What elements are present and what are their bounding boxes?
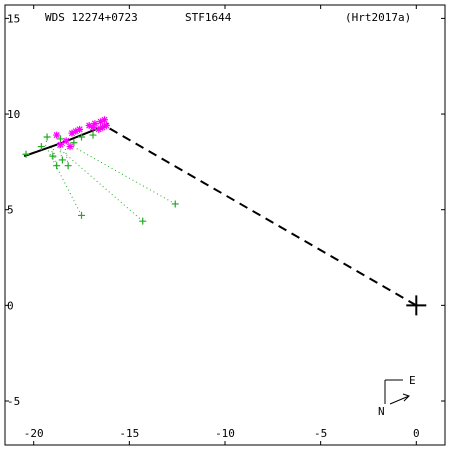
x-tick-label: -10: [215, 427, 235, 440]
measure-star: [91, 120, 99, 128]
measure-star: [56, 141, 64, 149]
measure-star: [76, 125, 84, 133]
y-tick-label: 5: [7, 204, 14, 217]
x-tick-label: -5: [314, 427, 327, 440]
observation-plus: [139, 217, 147, 225]
residual-line: [65, 142, 176, 205]
observation-plus: [70, 139, 78, 147]
primary-cross: [406, 295, 427, 316]
compass-north-label: N: [378, 405, 385, 418]
wds-label: WDS 12274+0723: [45, 11, 138, 24]
x-tick-label: -15: [119, 427, 139, 440]
measure-markers: [53, 116, 110, 151]
measure-star: [68, 129, 76, 137]
measure-star: [72, 127, 80, 135]
residual-line: [54, 144, 144, 222]
observation-plus: [37, 143, 45, 151]
measure-star: [97, 118, 105, 126]
compass: E N: [378, 374, 416, 418]
observation-markers: [22, 131, 179, 225]
measure-star: [62, 137, 70, 145]
axis-ticks: -20 -15 -10 -5 0 15 10 5 0 -5: [5, 5, 445, 445]
y-tick-label: 0: [7, 299, 14, 312]
observation-plus: [56, 135, 64, 143]
x-tick-label: -20: [24, 427, 44, 440]
residual-lines: [23, 132, 176, 222]
compass-motion-arrow: [389, 395, 410, 405]
measure-star: [95, 125, 103, 133]
y-tick-label: 10: [7, 108, 20, 121]
node-line: [103, 124, 417, 307]
measure-star: [89, 123, 97, 131]
disc-label: STF1644: [185, 11, 232, 24]
orbit-reference-label: (Hrt2017a): [345, 11, 411, 24]
measure-star: [85, 122, 93, 130]
node-line-path: [103, 124, 417, 307]
observation-plus: [49, 152, 57, 160]
compass-arrow-head: [402, 393, 410, 402]
x-tick-label: 0: [413, 427, 420, 440]
measure-star: [100, 116, 108, 124]
observation-plus: [78, 211, 86, 219]
primary-star-marker: [406, 295, 427, 316]
residual-line: [46, 148, 82, 216]
observation-plus: [22, 150, 30, 158]
residual-line: [52, 146, 58, 166]
y-tick-label: 15: [7, 12, 20, 25]
observation-plus: [53, 162, 61, 170]
observation-plus: [89, 131, 97, 139]
observation-plus: [43, 133, 51, 141]
measure-star: [102, 122, 110, 130]
observation-plus: [78, 133, 86, 141]
observation-plus: [64, 162, 72, 170]
measure-star: [66, 143, 74, 151]
y-tick-label: -5: [7, 395, 20, 408]
observation-plus: [58, 156, 66, 164]
measure-star: [99, 123, 107, 131]
residual-line: [50, 146, 54, 157]
plot-frame: [4, 4, 446, 446]
measure-star: [53, 131, 61, 139]
observation-plus: [171, 200, 179, 208]
compass-east-label: E: [409, 374, 416, 387]
